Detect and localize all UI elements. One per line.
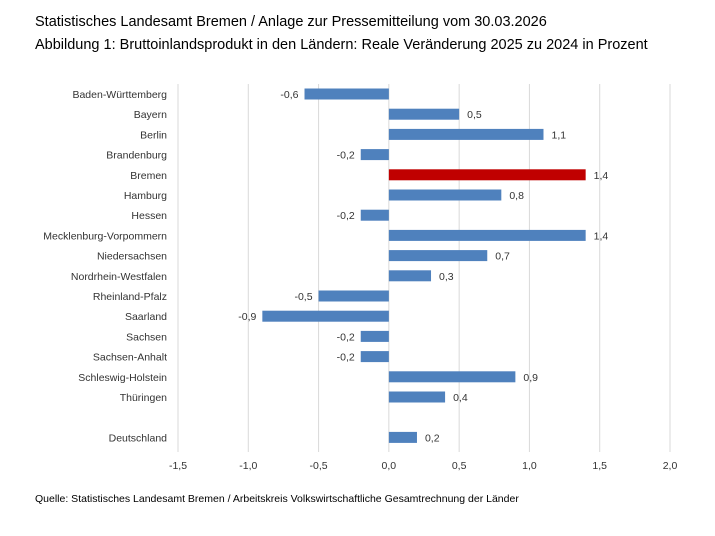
bar	[360, 209, 389, 221]
category-label: Schleswig-Holstein	[78, 372, 167, 384]
category-label: Hamburg	[124, 190, 167, 202]
header-title-line2: Abbildung 1: Bruttoinlandsprodukt in den…	[35, 37, 648, 53]
bar	[360, 330, 389, 342]
category-label: Deutschland	[109, 432, 168, 444]
data-label: 0,4	[453, 392, 468, 404]
category-label: Sachsen	[126, 331, 167, 343]
category-label: Niedersachsen	[97, 251, 167, 263]
x-tick-label: -0,5	[310, 460, 328, 472]
x-tick-label: 0,5	[452, 460, 467, 472]
category-label: Bayern	[134, 109, 167, 121]
bar	[388, 371, 516, 383]
bar	[388, 128, 544, 140]
category-label: Mecklenburg-Vorpommern	[43, 230, 167, 242]
category-label: Thüringen	[120, 392, 167, 404]
category-label: Saarland	[125, 311, 167, 323]
header-title-line1: Statistisches Landesamt Bremen / Anlage …	[35, 14, 547, 30]
data-label: -0,2	[337, 210, 355, 222]
bar	[360, 149, 389, 161]
bar	[388, 431, 417, 443]
bar	[388, 108, 460, 120]
data-label: -0,5	[294, 291, 312, 303]
category-label: Sachsen-Anhalt	[93, 352, 167, 364]
category-label: Bremen	[130, 170, 167, 182]
data-label: 0,9	[523, 372, 538, 384]
bar	[262, 310, 389, 322]
x-tick-label: 0,0	[382, 460, 397, 472]
x-tick-label: 1,5	[592, 460, 607, 472]
category-label: Rheinland-Pfalz	[93, 291, 167, 303]
category-label: Baden-Württemberg	[72, 89, 167, 101]
data-label: 1,4	[594, 170, 609, 182]
data-label: 0,5	[467, 109, 482, 121]
data-label: -0,2	[337, 331, 355, 343]
bar	[388, 169, 586, 181]
bar	[360, 351, 389, 363]
x-tick-label: 1,0	[522, 460, 537, 472]
category-label: Brandenburg	[106, 150, 167, 162]
bar	[388, 391, 446, 403]
data-label: 0,8	[509, 190, 524, 202]
bar	[304, 88, 389, 100]
source-note: Quelle: Statistisches Landesamt Bremen /…	[35, 493, 519, 505]
x-tick-label: 2,0	[663, 460, 678, 472]
category-label: Berlin	[140, 129, 167, 141]
data-label: 0,2	[425, 432, 440, 444]
data-label: 1,1	[551, 129, 566, 141]
bar	[318, 290, 389, 302]
data-label: -0,6	[280, 89, 298, 101]
data-label: 1,4	[594, 230, 609, 242]
data-label: -0,2	[337, 150, 355, 162]
data-label: 0,7	[495, 251, 510, 263]
bar	[388, 229, 586, 241]
bar	[388, 270, 432, 282]
bar	[388, 250, 488, 262]
data-label: -0,2	[337, 352, 355, 364]
category-label: Hessen	[131, 210, 167, 222]
bar	[388, 189, 502, 201]
x-tick-label: -1,5	[169, 460, 187, 472]
data-label: -0,9	[238, 311, 256, 323]
category-label: Nordrhein-Westfalen	[71, 271, 167, 283]
data-label: 0,3	[439, 271, 454, 283]
x-tick-label: -1,0	[239, 460, 257, 472]
